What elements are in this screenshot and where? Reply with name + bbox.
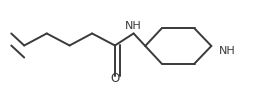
Text: NH: NH xyxy=(125,21,142,31)
Text: O: O xyxy=(110,72,119,85)
Text: NH: NH xyxy=(219,46,236,57)
